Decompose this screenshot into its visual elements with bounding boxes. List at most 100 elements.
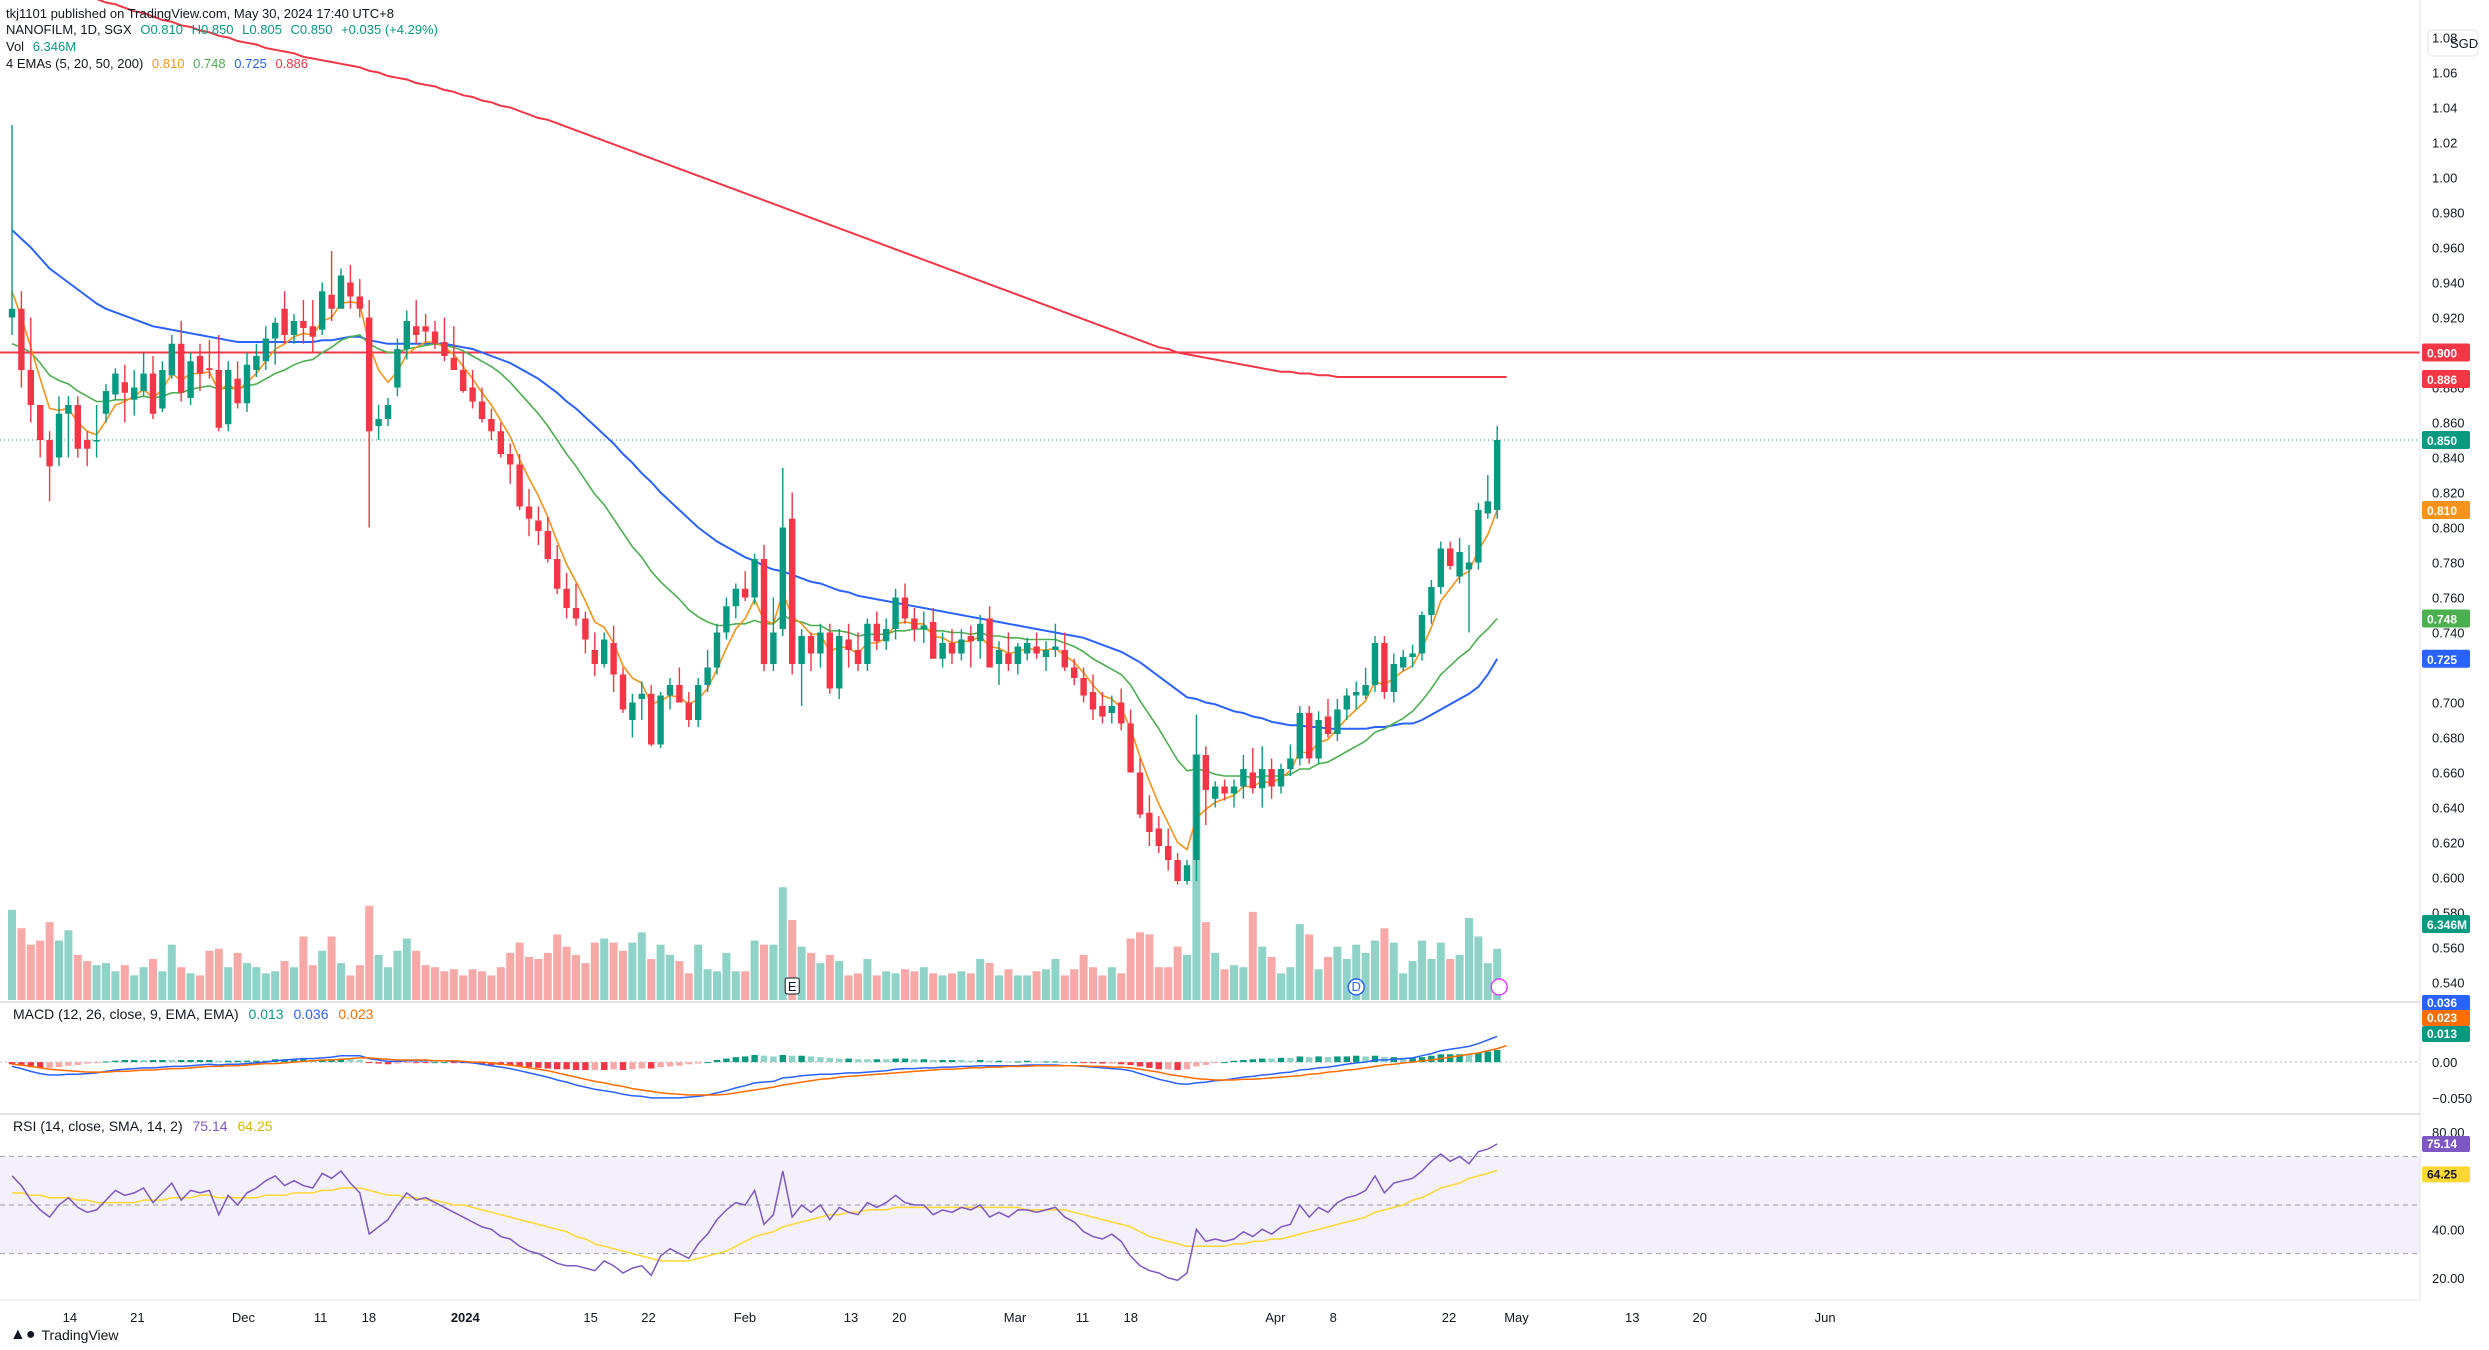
- macd-histogram-bar: [648, 1062, 655, 1069]
- candle-body: [1362, 685, 1369, 696]
- symbol-title[interactable]: NANOFILM, 1D, SGX: [6, 22, 132, 37]
- volume-bar: [1004, 969, 1013, 1000]
- candle-body: [441, 342, 448, 356]
- candle-body: [112, 373, 119, 395]
- volume-bar: [1380, 928, 1389, 1000]
- candle-body: [742, 588, 749, 598]
- open-value: O0.810: [140, 22, 183, 37]
- volume-bar: [205, 950, 214, 1000]
- macd-histogram-bar: [807, 1056, 815, 1063]
- rsi-badge-label: 75.14: [2427, 1137, 2457, 1151]
- macd-histogram-bar: [1494, 1050, 1501, 1063]
- volume-bar: [797, 946, 806, 1000]
- volume-bar: [600, 938, 609, 1000]
- candle-body: [1475, 510, 1482, 563]
- volume-bar: [318, 950, 327, 1000]
- volume-bar: [854, 973, 862, 1000]
- macd-legend[interactable]: MACD (12, 26, close, 9, EMA, EMA) 0.013 …: [13, 1006, 379, 1022]
- macd-histogram-bar: [516, 1062, 523, 1067]
- candle-body: [187, 361, 194, 398]
- tradingview-watermark[interactable]: ▲● TradingView: [10, 1326, 119, 1344]
- candle-body: [1108, 706, 1115, 713]
- rsi-line: [11, 1143, 1498, 1282]
- candle-body: [102, 391, 110, 414]
- rsi-value: 75.14: [192, 1118, 228, 1134]
- ema-legend[interactable]: 4 EMAs (5, 20, 50, 200) 0.810 0.748 0.72…: [6, 56, 313, 71]
- volume-bar: [8, 909, 16, 1000]
- candle-body: [1099, 706, 1106, 717]
- time-tick-label: Feb: [734, 1310, 756, 1325]
- macd-histogram-bar: [1230, 1060, 1238, 1063]
- volume-bar: [1483, 963, 1492, 1000]
- volume-bar: [431, 967, 439, 1000]
- macd-histogram-bar: [1024, 1060, 1031, 1063]
- rsi-pane: [0, 1143, 2420, 1282]
- macd-histogram-bar: [1249, 1059, 1256, 1063]
- candle-body: [74, 405, 81, 449]
- volume-bar: [1446, 959, 1455, 1000]
- candle-body: [131, 387, 138, 400]
- rsi-legend[interactable]: RSI (14, close, SMA, 14, 2) 75.14 64.25: [13, 1118, 279, 1134]
- candle-body: [854, 650, 862, 664]
- price-badge-label: 6.346M: [2427, 918, 2467, 932]
- candle-body: [1089, 692, 1097, 710]
- macd-histogram-bar: [178, 1060, 185, 1063]
- macd-histogram-bar: [196, 1060, 204, 1063]
- macd-histogram-bar: [901, 1058, 909, 1063]
- volume-legend[interactable]: Vol 6.346M: [6, 39, 81, 54]
- candle-body: [478, 401, 486, 419]
- volume-bar: [252, 967, 261, 1000]
- candle-body: [262, 338, 269, 362]
- symbol-legend[interactable]: NANOFILM, 1D, SGX O0.810 H0.850 L0.805 C…: [6, 22, 443, 37]
- macd-histogram-bar: [1071, 1062, 1078, 1064]
- volume-bar: [261, 973, 270, 1000]
- volume-bar: [64, 930, 73, 1000]
- volume-bar: [440, 971, 449, 1000]
- macd-histogram-bar: [1334, 1056, 1341, 1063]
- price-tick-label: 0.760: [2432, 591, 2465, 606]
- time-tick-label: 8: [1330, 1310, 1337, 1325]
- candle-body: [1437, 548, 1444, 587]
- time-tick-label: 2024: [451, 1310, 481, 1325]
- volume-bar: [995, 975, 1003, 1000]
- price-tick-label: 0.660: [2432, 766, 2465, 781]
- macd-histogram-bar: [723, 1058, 730, 1063]
- volume-bar: [1145, 934, 1154, 1000]
- macd-histogram-bar: [948, 1060, 956, 1063]
- ema200-line: [96, 0, 1507, 378]
- time-tick-label: 18: [362, 1310, 376, 1325]
- macd-histogram-bar: [375, 1062, 382, 1064]
- price-tick-label: 0.740: [2432, 626, 2465, 641]
- volume-bar: [1079, 954, 1088, 1000]
- candle-body: [1005, 653, 1012, 664]
- candle-body: [676, 685, 683, 703]
- macd-histogram-bar: [883, 1059, 890, 1063]
- volume-bar: [1286, 967, 1295, 1000]
- volume-bar: [1333, 946, 1342, 1000]
- macd-histogram-bar: [215, 1060, 222, 1063]
- macd-histogram-bar: [1315, 1056, 1322, 1063]
- macd-line: [11, 1035, 1498, 1099]
- candle-body: [18, 308, 25, 370]
- candle-body: [225, 370, 232, 425]
- macd-histogram-bar: [967, 1060, 974, 1063]
- time-tick-label: Mar: [1004, 1310, 1027, 1325]
- macd-histogram-bar: [1155, 1062, 1162, 1070]
- currency-box: [2427, 29, 2479, 57]
- macd-badge: [2422, 995, 2470, 1011]
- macd-histogram-bar: [732, 1057, 739, 1063]
- price-badge-label: 0.725: [2427, 653, 2457, 667]
- price-tick-label: 0.780: [2432, 556, 2465, 571]
- volume-bar: [525, 956, 533, 1000]
- macd-histogram-bar: [1005, 1061, 1012, 1063]
- macd-tick-label: −0.050: [2432, 1091, 2472, 1106]
- price-axis-bg: [2420, 0, 2489, 1350]
- candle-body: [149, 373, 157, 414]
- macd-histogram-bar: [507, 1062, 514, 1066]
- candle-body: [253, 356, 260, 370]
- volume-bar: [26, 944, 35, 1000]
- dividend-marker: [1347, 978, 1365, 996]
- macd-histogram-bar: [168, 1060, 175, 1063]
- volume-bar: [158, 971, 167, 1000]
